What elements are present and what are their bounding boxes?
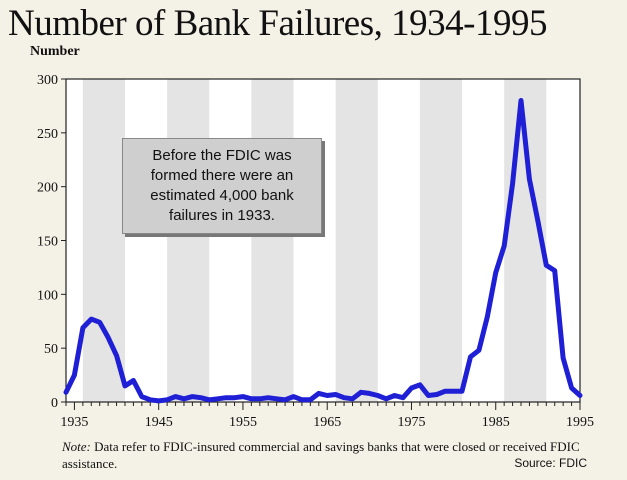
x-tick-label: 1985: [482, 415, 510, 430]
y-tick-label: 100: [37, 288, 58, 303]
annotation-box: Before the FDIC was formed there were an…: [122, 138, 322, 234]
note-text: Data refer to FDIC-insured commercial an…: [62, 439, 580, 471]
y-tick-label: 200: [37, 181, 58, 196]
grid-band: [335, 79, 378, 402]
y-axis-label: Number: [30, 44, 80, 59]
y-tick-label: 150: [37, 235, 58, 250]
grid-band: [419, 79, 463, 402]
source-label: Source: FDIC: [514, 456, 587, 470]
x-tick-label: 1995: [566, 415, 594, 430]
grid-band: [82, 79, 125, 402]
series-line: [63, 98, 583, 404]
plot-background: [66, 79, 580, 402]
grid-band: [251, 79, 294, 402]
y-tick-label: 0: [51, 396, 58, 411]
series-layer: [63, 98, 583, 404]
chart-title: Number of Bank Failures, 1934-1995: [8, 3, 547, 44]
y-tick-label: 250: [37, 127, 58, 142]
x-tick-label: 1935: [60, 415, 88, 430]
footnote: Note: Data refer to FDIC-insured commerc…: [62, 438, 602, 472]
note-lead: Note:: [62, 439, 91, 454]
x-axis-ticks: 1935 1945 1955 1965 1975 1985 1995: [60, 402, 594, 430]
x-tick-label: 1955: [229, 415, 257, 430]
grid-bands: [66, 79, 580, 402]
x-tick-label: 1965: [313, 415, 341, 430]
grid-band: [167, 79, 210, 402]
x-tick-label: 1945: [145, 415, 173, 430]
y-tick-label: 50: [44, 342, 58, 357]
x-tick-label: 1975: [397, 415, 425, 430]
y-tick-label: 300: [37, 73, 58, 88]
y-axis-ticks: 0 50 100 150 200 250 300: [37, 73, 66, 411]
